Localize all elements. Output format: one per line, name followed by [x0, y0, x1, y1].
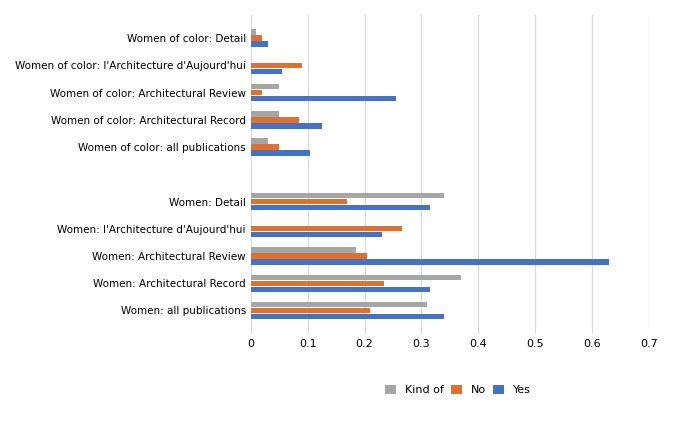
Bar	[251, 123, 322, 128]
Bar	[251, 117, 299, 122]
Bar	[251, 84, 279, 89]
Bar	[251, 151, 310, 156]
Bar	[251, 253, 367, 259]
Bar	[251, 232, 382, 237]
Bar	[251, 111, 279, 117]
Bar	[251, 62, 302, 68]
Bar	[251, 193, 444, 198]
Bar	[251, 42, 268, 47]
Bar	[251, 275, 461, 280]
Bar	[251, 302, 427, 307]
Bar	[251, 247, 356, 253]
Bar	[251, 96, 396, 101]
Bar	[251, 138, 268, 144]
Bar	[251, 286, 430, 292]
Bar	[251, 205, 430, 210]
Bar	[251, 69, 282, 74]
Legend: Kind of, No, Yes: Kind of, No, Yes	[381, 381, 535, 400]
Bar	[251, 145, 279, 150]
Bar	[251, 90, 262, 95]
Bar	[251, 259, 609, 265]
Bar	[251, 314, 444, 319]
Bar	[251, 36, 262, 41]
Bar	[251, 226, 402, 231]
Bar	[251, 308, 370, 313]
Bar	[251, 280, 384, 286]
Bar	[251, 199, 347, 204]
Bar	[251, 30, 256, 35]
